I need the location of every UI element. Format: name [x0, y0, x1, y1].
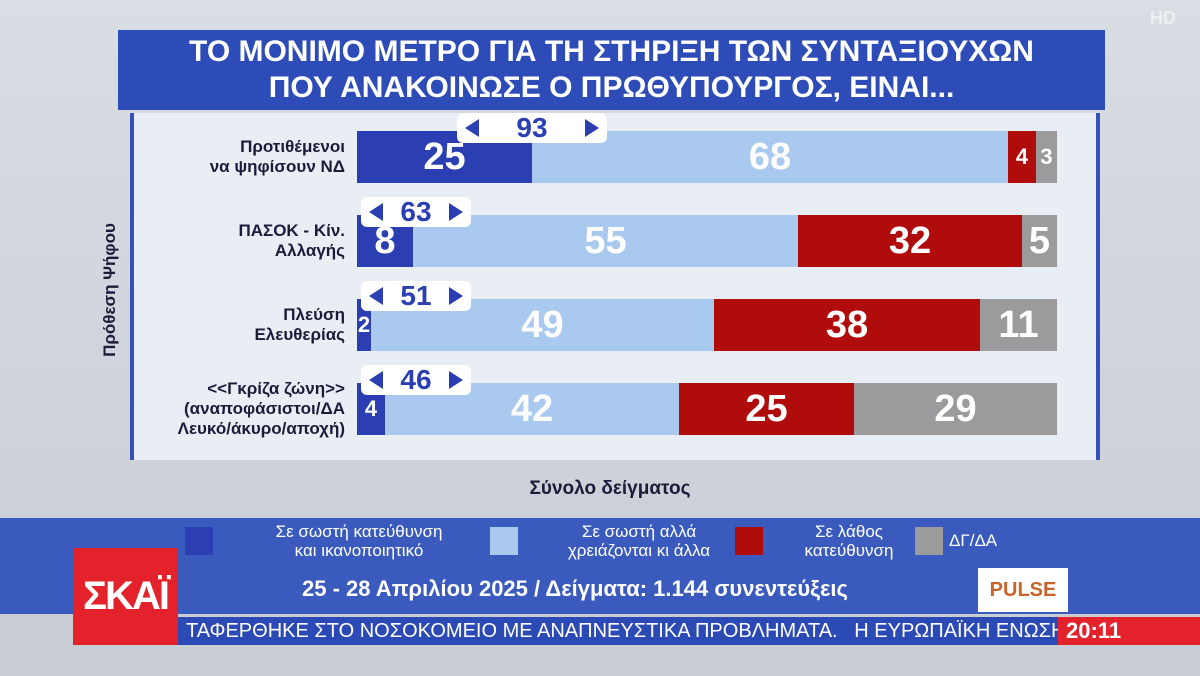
- arrow-right: [449, 203, 463, 221]
- pollster-logo: PULSE: [978, 568, 1068, 612]
- bracket-value: 46: [400, 364, 432, 395]
- bracket-label: 93: [457, 112, 607, 143]
- value-label: 25: [423, 135, 466, 178]
- value-label: 38: [825, 303, 869, 346]
- arrow-left: [369, 203, 383, 221]
- category-label: <<Γκρίζα ζώνη>> (αναποφάσιστοι/ΔΑ Λευκό/…: [177, 379, 345, 438]
- arrow-left: [369, 287, 383, 305]
- value-label: 11: [998, 303, 1039, 346]
- category-label: ΠΑΣΟΚ - Κίν. Αλλαγής: [238, 221, 345, 260]
- bar-segment: 38: [714, 299, 980, 351]
- survey-info: 25 - 28 Απριλίου 2025 / Δείγματα: 1.144 …: [302, 576, 848, 601]
- value-label: 4: [364, 396, 378, 421]
- value-label: 42: [510, 387, 554, 430]
- value-label: 2: [357, 312, 371, 337]
- bar-segment: 68: [532, 131, 1008, 183]
- arrow-right: [449, 371, 463, 389]
- bracket-value: 51: [400, 280, 432, 311]
- arrow-left: [465, 119, 479, 137]
- value-label: 3: [1040, 144, 1053, 169]
- category-label: Πλεύση Ελευθερίας: [254, 305, 345, 344]
- legend-swatch: [735, 527, 763, 555]
- arrow-right: [449, 287, 463, 305]
- bracket-label: 63: [361, 196, 471, 227]
- value-label: 68: [748, 135, 792, 178]
- legend-label: Σε σωστή κατεύθυνση και ικανοποιητικό: [275, 522, 443, 560]
- chart-title: ΤΟ ΜΟΝΙΜΟ ΜΕΤΡΟ ΓΙΑ ΤΗ ΣΤΗΡΙΞΗ ΤΩΝ ΣΥΝΤΑ…: [118, 30, 1105, 110]
- category-label: Προτιθέμενοι να ψηφίσουν ΝΔ: [209, 137, 345, 176]
- legend-swatch: [490, 527, 518, 555]
- bar-segment: 32: [798, 215, 1022, 267]
- bar-segment: 29: [854, 383, 1057, 435]
- bracket-value: 93: [516, 112, 548, 143]
- bar-segment: 4: [1008, 131, 1036, 183]
- bar-segment: 5: [1022, 215, 1057, 267]
- value-label: 29: [934, 387, 977, 430]
- value-label: 55: [584, 219, 627, 262]
- arrow-right: [585, 119, 599, 137]
- value-label: 25: [745, 387, 788, 430]
- legend-swatch: [915, 527, 943, 555]
- bracket-label: 46: [361, 364, 471, 395]
- hd-badge: HD: [1150, 8, 1176, 28]
- clock: 20:11: [1058, 617, 1200, 645]
- x-axis-label: Σύνολο δείγματος: [529, 478, 691, 499]
- legend-label: ΔΓ/ΔΑ: [949, 531, 998, 550]
- legend-label: Σε λάθος κατεύθυνση: [804, 522, 894, 560]
- value-label: 8: [374, 219, 396, 262]
- value-label: 49: [521, 303, 564, 346]
- y-axis-label: Πρόθεση Ψήφου: [100, 223, 119, 357]
- bar-segment: 55: [413, 215, 798, 267]
- bracket-value: 63: [400, 196, 432, 227]
- bar-segment: 11: [980, 299, 1057, 351]
- bar-segment: 2: [357, 299, 371, 351]
- bracket-label: 51: [361, 280, 471, 311]
- news-ticker: ΤΑΦΕΡΘΗΚΕ ΣΤΟ ΝΟΣΟΚΟΜΕΙΟ ΜΕ ΑΝΑΠΝΕΥΣΤΙΚΑ…: [178, 617, 1058, 645]
- value-label: 32: [888, 219, 932, 262]
- arrow-left: [369, 371, 383, 389]
- legend-label: Σε σωστή αλλά χρειάζονται κι άλλα: [567, 522, 711, 560]
- legend-swatch: [185, 527, 213, 555]
- value-label: 4: [1015, 144, 1029, 169]
- channel-logo: ΣΚΑΪ: [73, 548, 178, 645]
- bar-segment: 25: [679, 383, 854, 435]
- value-label: 5: [1028, 219, 1051, 262]
- bar-segment: 3: [1036, 131, 1057, 183]
